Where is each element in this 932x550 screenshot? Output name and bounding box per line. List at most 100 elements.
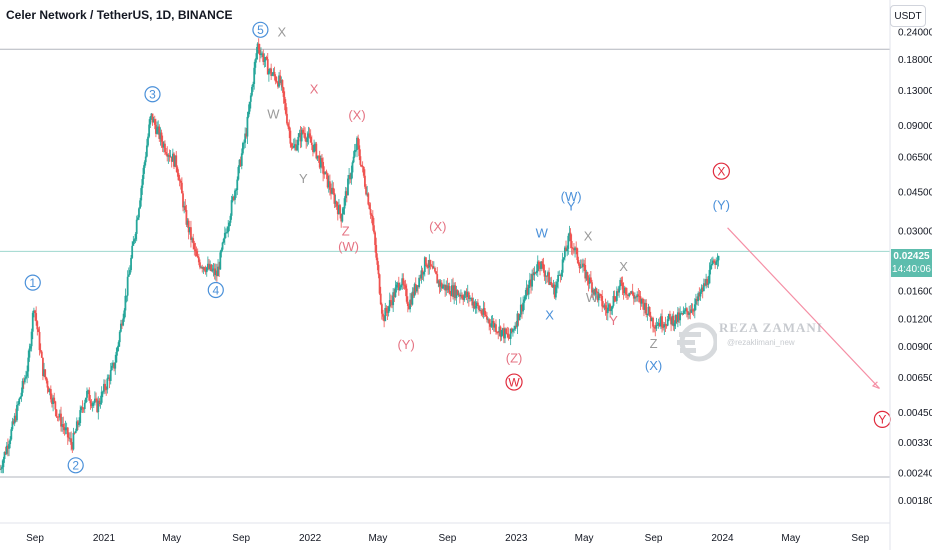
- candle-body: [202, 267, 205, 269]
- candle-body: [532, 273, 535, 276]
- candle-body: [422, 271, 425, 275]
- wave-label[interactable]: X: [278, 24, 287, 39]
- candle-body: [74, 431, 77, 434]
- y-tick-label: 0.13000: [898, 86, 932, 97]
- candle-body: [610, 308, 613, 312]
- candle-body: [611, 305, 614, 309]
- candle-body: [144, 156, 147, 163]
- wave-label-text: (W): [561, 189, 582, 204]
- wave-label[interactable]: X: [584, 229, 593, 244]
- candle-body: [566, 248, 569, 251]
- candle-body: [508, 337, 511, 339]
- wave-label[interactable]: (W): [338, 239, 359, 254]
- candle-body: [71, 444, 74, 450]
- candle-body: [700, 287, 703, 293]
- wave-label[interactable]: W: [586, 290, 599, 305]
- candle-body: [706, 279, 709, 285]
- candle-body: [239, 159, 242, 166]
- candle-body: [524, 296, 527, 300]
- candle-body: [284, 103, 287, 114]
- wave-label[interactable]: W: [267, 106, 280, 121]
- candle-body: [307, 133, 310, 138]
- candle-body: [595, 288, 598, 293]
- candle-body: [672, 315, 675, 327]
- candle-body: [629, 292, 632, 294]
- candle-body: [66, 427, 69, 438]
- candle-body: [519, 304, 522, 315]
- candle-body: [631, 291, 634, 295]
- wave-label-text: Z: [650, 336, 658, 351]
- candle-body: [321, 158, 323, 162]
- currency-button[interactable]: USDT: [890, 5, 926, 27]
- candle-body: [5, 445, 8, 454]
- candle-body: [518, 314, 521, 321]
- candle-body: [295, 144, 297, 151]
- candle-body: [30, 331, 33, 347]
- wave-label[interactable]: (X): [645, 358, 662, 373]
- candle-body: [32, 310, 35, 313]
- wave-label[interactable]: (Y): [713, 197, 730, 212]
- candle-body: [554, 287, 557, 298]
- candle-body: [81, 407, 84, 409]
- wave-label[interactable]: X: [619, 259, 628, 274]
- candle-body: [235, 190, 238, 191]
- candle-body: [396, 282, 399, 285]
- candle-body: [708, 269, 711, 284]
- wave-label[interactable]: (X): [429, 219, 446, 234]
- wave-label[interactable]: Y: [567, 199, 576, 214]
- candle-body: [530, 279, 532, 287]
- candle-body: [253, 67, 256, 84]
- wave-label[interactable]: Z: [650, 336, 658, 351]
- candle-body: [644, 303, 646, 310]
- wave-label[interactable]: (X): [348, 107, 365, 122]
- wave-label[interactable]: 1: [24, 274, 41, 291]
- candle-body: [662, 327, 665, 329]
- candle-body: [632, 294, 635, 299]
- candle-body: [354, 149, 357, 151]
- x-tick-label: Sep: [645, 533, 663, 544]
- candle-body: [481, 313, 484, 315]
- wave-label[interactable]: X: [712, 162, 730, 180]
- wave-label[interactable]: Z: [342, 224, 350, 239]
- candle-body: [506, 333, 509, 335]
- wave-label[interactable]: W: [536, 225, 549, 240]
- wave-label[interactable]: X: [310, 82, 319, 97]
- candle-body: [522, 302, 524, 312]
- candle-body: [687, 311, 689, 315]
- candle-body: [325, 171, 328, 174]
- wave-label-text: W: [536, 225, 549, 240]
- wave-label[interactable]: 3: [144, 86, 161, 103]
- candle-body: [249, 95, 252, 102]
- candle-body: [206, 263, 209, 268]
- wave-label[interactable]: (Z): [506, 350, 523, 365]
- candle-body: [225, 232, 227, 234]
- candle-body: [197, 257, 200, 263]
- wave-label[interactable]: Y: [609, 313, 618, 328]
- candle-body: [681, 313, 684, 315]
- candle-body: [36, 321, 39, 330]
- wave-label[interactable]: (W): [561, 189, 582, 204]
- wave-label[interactable]: W: [505, 373, 523, 391]
- candle-body: [279, 75, 282, 84]
- candle-body: [464, 291, 467, 296]
- candle-body: [122, 318, 125, 326]
- wave-label[interactable]: Y: [873, 410, 891, 428]
- candle-body: [375, 245, 378, 258]
- wave-label[interactable]: 4: [207, 281, 224, 299]
- candle-body: [37, 329, 40, 332]
- candle-body: [29, 346, 32, 349]
- wave-label[interactable]: 5: [252, 21, 269, 38]
- candle-body: [23, 378, 26, 383]
- candle-body: [173, 153, 175, 167]
- wave-label[interactable]: 2: [67, 457, 84, 474]
- candle-body: [101, 391, 104, 393]
- candle-body: [244, 133, 247, 143]
- candle-body: [470, 297, 473, 299]
- projection-line[interactable]: [727, 227, 880, 389]
- wave-label[interactable]: X: [545, 308, 554, 323]
- wave-label[interactable]: Y: [299, 171, 308, 186]
- candle-body: [95, 398, 97, 400]
- wave-label[interactable]: (Y): [397, 337, 414, 352]
- candle-body: [664, 324, 667, 326]
